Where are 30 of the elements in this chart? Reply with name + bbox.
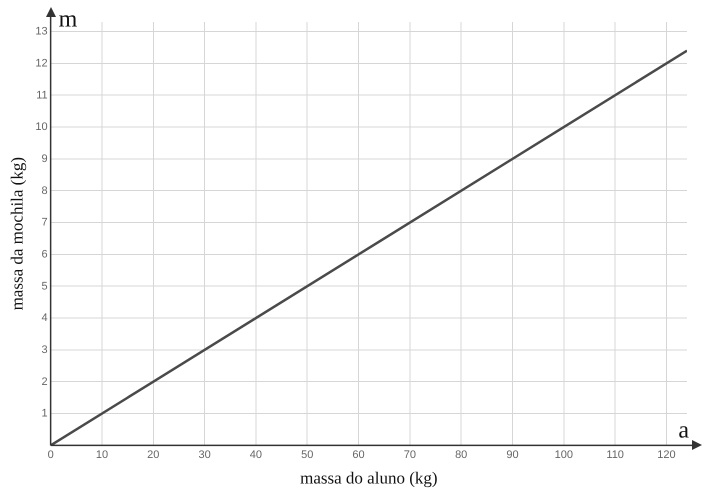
- x-tick-label: 70: [404, 449, 416, 462]
- x-tick-label: 50: [301, 449, 314, 462]
- x-tick-label: 20: [147, 449, 160, 462]
- x-tick-label: 10: [96, 449, 108, 462]
- x-tick-label: 30: [198, 449, 211, 462]
- annotation: a: [678, 418, 690, 444]
- y-tick-label: 12: [35, 57, 48, 70]
- annotation: m: [58, 6, 78, 32]
- y-tick-label: 2: [42, 376, 48, 388]
- x-tick-label: 120: [657, 449, 676, 462]
- y-axis-title: massa da mochila (kg): [8, 156, 27, 310]
- y-tick-label: 13: [35, 26, 48, 38]
- x-tick-label: 40: [250, 449, 262, 462]
- x-tick-label: 80: [455, 449, 468, 462]
- x-axis-title: massa do aluno (kg): [300, 468, 438, 488]
- y-tick-label: 10: [35, 121, 48, 134]
- x-tick-label: 60: [352, 449, 365, 462]
- y-tick-label: 3: [42, 344, 48, 356]
- y-tick-label: 4: [42, 312, 48, 324]
- x-tick-label: 110: [606, 449, 624, 462]
- x-tick-label: 100: [554, 449, 574, 462]
- y-tick-label: 11: [36, 89, 48, 102]
- x-tick-label: 90: [506, 449, 519, 462]
- y-tick-label: 7: [42, 216, 48, 229]
- y-tick-label: 5: [42, 280, 48, 292]
- y-tick-label: 9: [42, 152, 48, 165]
- y-tick-label: 6: [42, 248, 48, 260]
- y-tick-label: 1: [42, 408, 48, 420]
- x-tick-label: 0: [48, 449, 54, 462]
- y-tick-label: 8: [42, 184, 48, 197]
